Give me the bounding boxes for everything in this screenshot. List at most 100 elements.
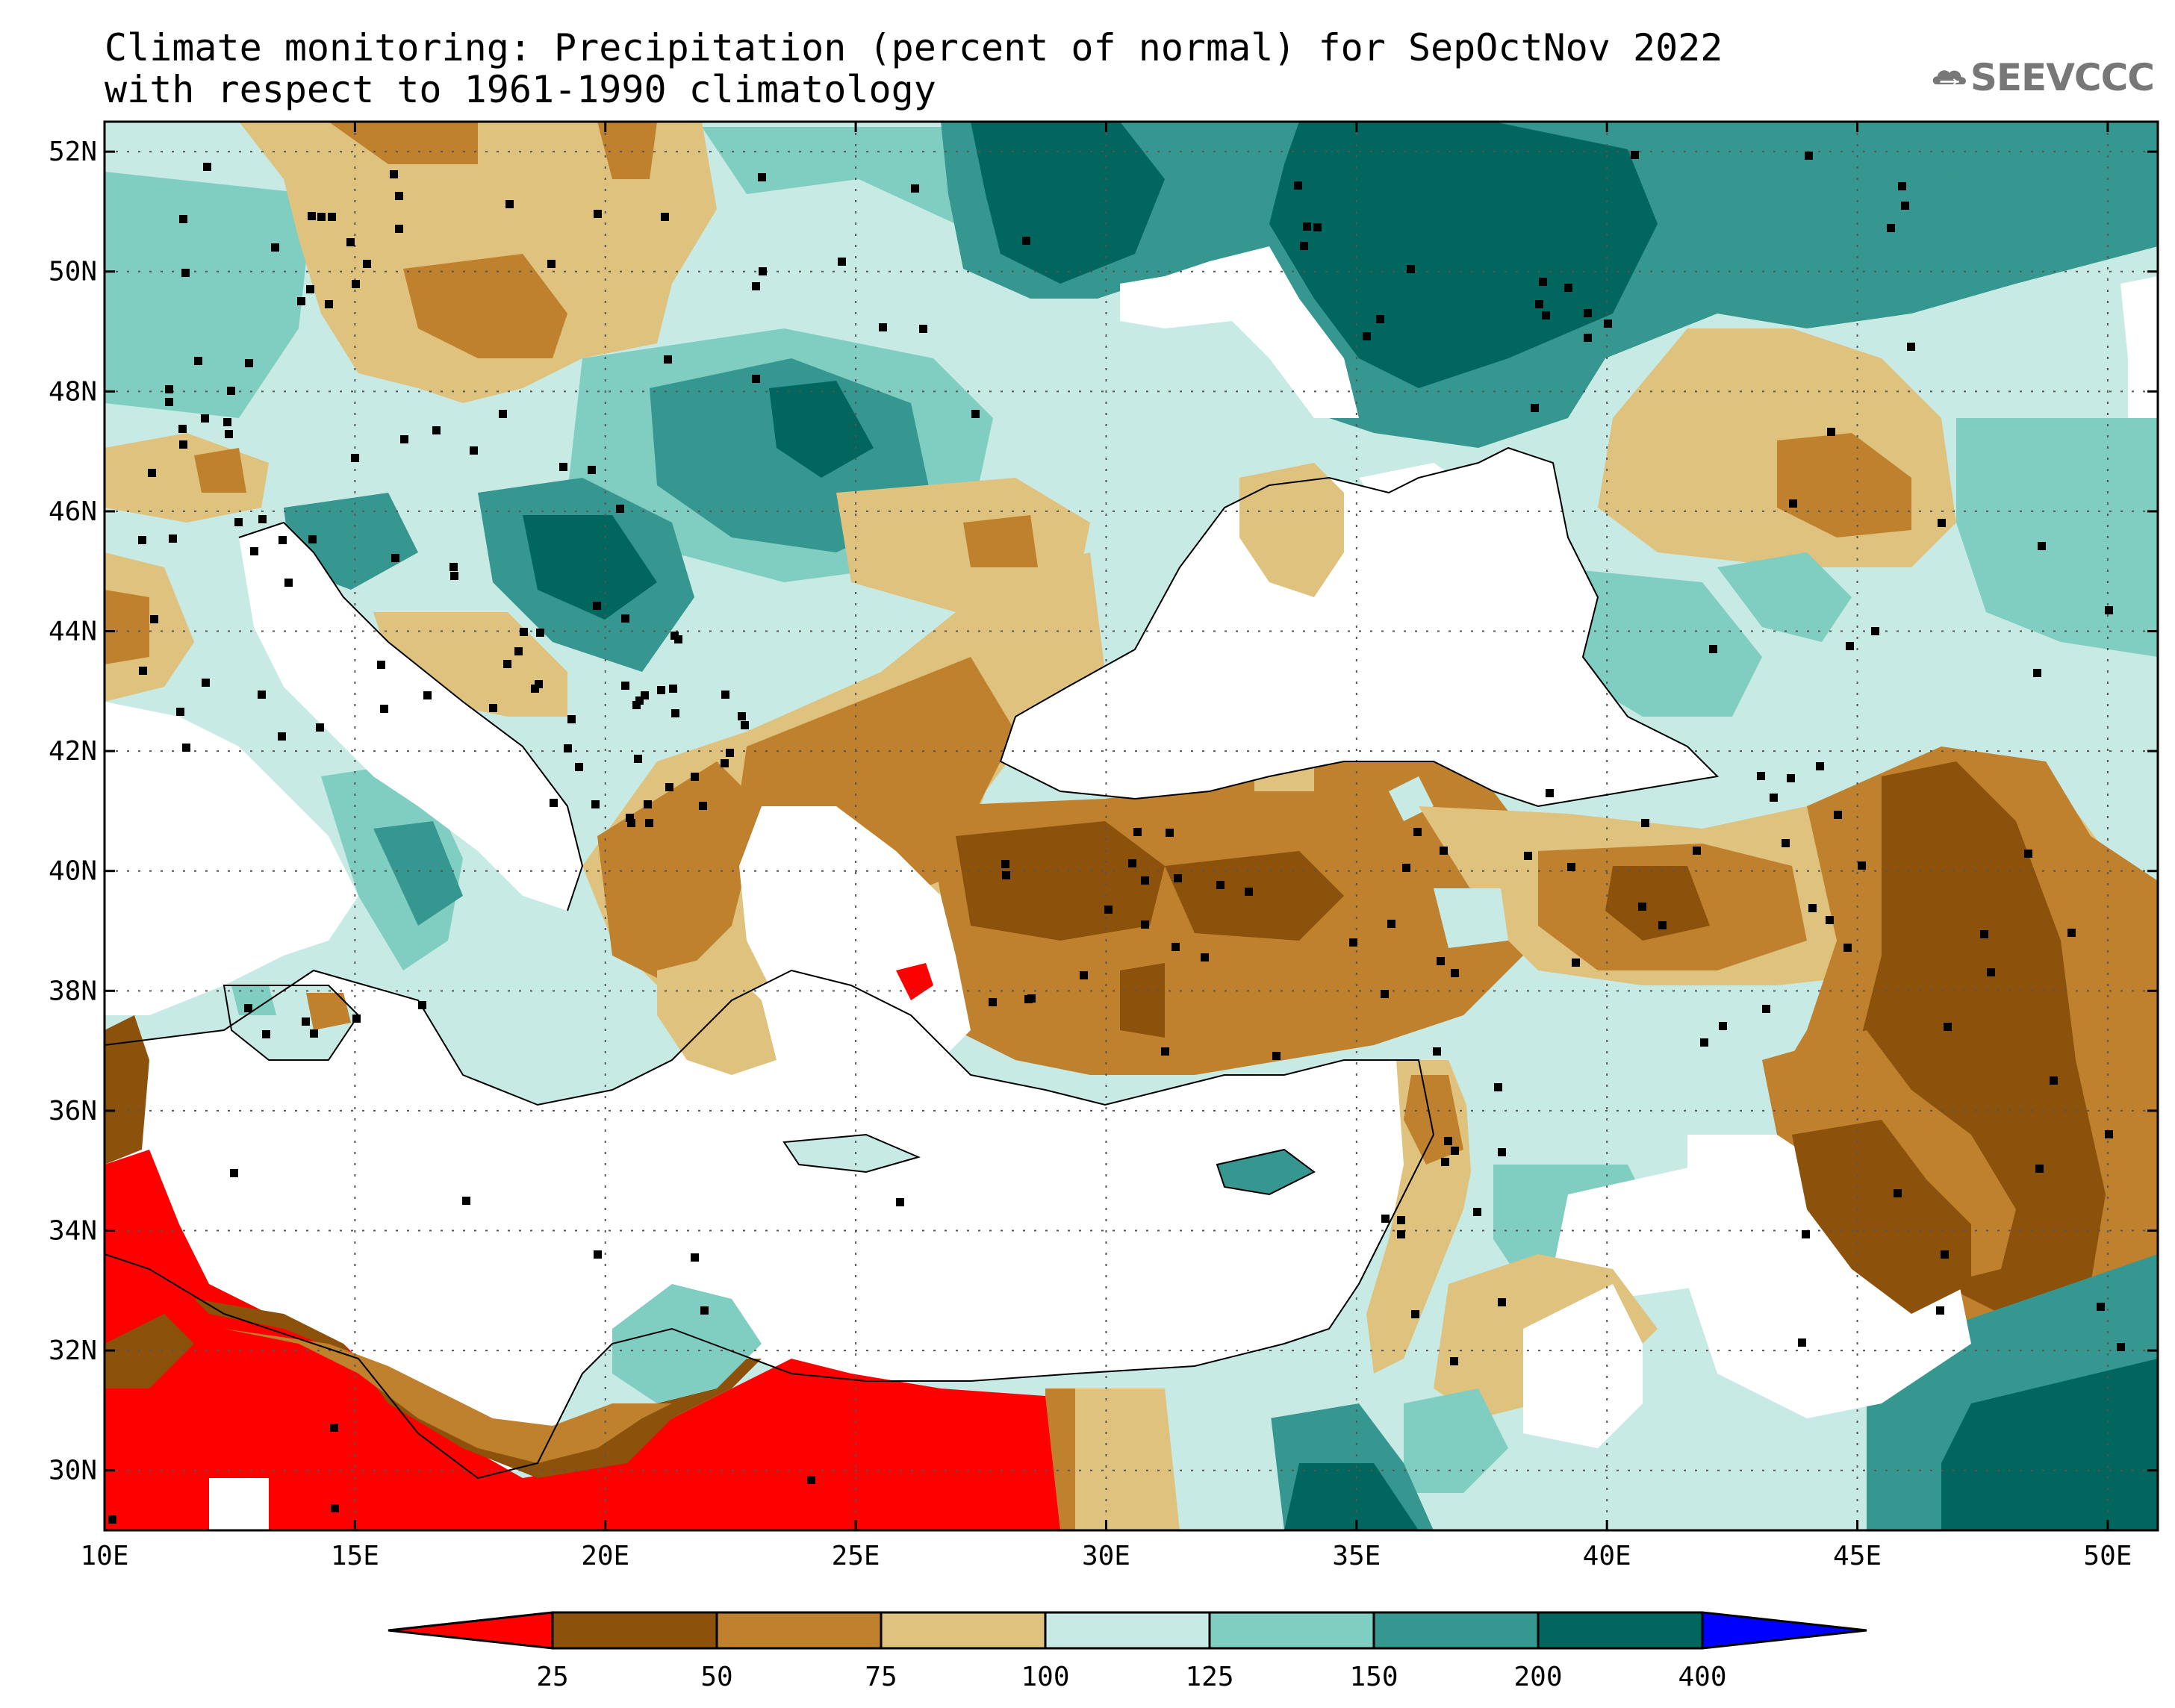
colorbar-label: 125 (1185, 1662, 1233, 1692)
y-tick-label: 52N (49, 137, 97, 167)
station-marker (302, 1017, 310, 1026)
colorbar-segment (551, 1611, 718, 1650)
station-marker (1387, 920, 1395, 928)
station-marker (2033, 669, 2041, 677)
map-frame (103, 120, 2159, 1532)
station-marker (223, 418, 231, 426)
station-marker (1450, 1357, 1458, 1365)
station-marker (352, 1014, 361, 1023)
station-marker (391, 554, 399, 562)
station-marker (594, 210, 602, 218)
station-marker (626, 814, 634, 822)
station-marker (148, 469, 156, 477)
station-marker (449, 563, 458, 571)
station-marker (1638, 903, 1646, 911)
station-marker (150, 615, 158, 623)
station-marker (1936, 1306, 1944, 1315)
station-marker (1216, 881, 1225, 889)
station-marker (635, 696, 644, 705)
station-marker (169, 534, 177, 543)
station-marker (1294, 181, 1302, 190)
station-marker (1433, 1047, 1441, 1056)
colorbar-label: 50 (700, 1662, 732, 1692)
station-marker (691, 773, 699, 781)
station-marker (489, 704, 497, 712)
station-marker (1827, 428, 1835, 436)
station-marker (1938, 519, 1946, 527)
y-tick-label: 46N (49, 496, 97, 527)
map-field (105, 122, 2158, 1530)
station-marker (1572, 959, 1580, 967)
station-marker (657, 686, 665, 694)
station-marker (1584, 309, 1592, 317)
station-marker (807, 1476, 815, 1484)
y-tick-label: 36N (49, 1096, 97, 1126)
y-tick-label: 42N (49, 736, 97, 767)
station-marker (531, 685, 539, 693)
station-marker (616, 505, 624, 513)
station-marker (165, 398, 173, 406)
station-marker (1907, 343, 1915, 351)
station-marker (284, 579, 293, 587)
station-marker (632, 701, 641, 709)
station-marker (328, 213, 336, 221)
station-marker (971, 410, 980, 418)
station-marker (395, 192, 403, 200)
station-marker (108, 1515, 116, 1524)
y-tick-label: 50N (49, 257, 97, 287)
station-marker (400, 435, 408, 443)
station-marker (1826, 916, 1834, 924)
station-marker (1451, 1147, 1459, 1155)
station-marker (2024, 850, 2032, 858)
station-marker (1407, 265, 1415, 273)
station-marker (721, 759, 729, 767)
station-marker (1494, 1083, 1502, 1091)
station-marker (2067, 929, 2076, 937)
station-marker (1700, 1038, 1708, 1047)
station-marker (1641, 819, 1649, 827)
colorbar-segment (1372, 1611, 1540, 1650)
station-marker (699, 802, 707, 810)
x-tick-label: 25E (832, 1541, 880, 1571)
station-marker (1300, 242, 1308, 250)
station-marker (1843, 944, 1852, 952)
station-marker (645, 819, 653, 827)
station-marker (1444, 1137, 1452, 1145)
station-marker (1174, 874, 1182, 882)
station-marker (271, 243, 279, 252)
station-marker (559, 463, 567, 471)
station-marker (1757, 772, 1765, 780)
station-marker (325, 300, 333, 308)
colorbar-label: 200 (1513, 1662, 1562, 1692)
station-marker (1894, 1189, 1902, 1197)
station-marker (279, 536, 287, 544)
station-marker (423, 691, 432, 699)
station-marker (1901, 202, 1909, 210)
colorbar: 25 50 75 100 125 150 200 400 (388, 1611, 1867, 1692)
station-marker (182, 744, 190, 752)
station-marker (550, 799, 558, 807)
station-marker (244, 1004, 252, 1012)
station-marker (621, 682, 629, 690)
y-tick-label: 38N (49, 976, 97, 1006)
station-marker (278, 732, 286, 741)
station-marker (644, 800, 652, 808)
colorbar-low-triangle (388, 1611, 554, 1650)
station-marker (1080, 971, 1088, 979)
station-marker (520, 628, 528, 636)
station-marker (627, 819, 635, 827)
station-marker (691, 1253, 699, 1262)
station-marker (1498, 1148, 1506, 1156)
station-marker (138, 536, 146, 544)
station-marker (1027, 994, 1036, 1003)
station-marker (297, 297, 305, 305)
station-marker (1980, 930, 1988, 938)
station-marker (1413, 828, 1422, 836)
station-marker (503, 660, 511, 668)
cloud-icon (1932, 70, 1966, 85)
y-tick-label: 34N (49, 1216, 97, 1247)
station-marker (234, 518, 243, 526)
colorbar-high-triangle (1701, 1611, 1867, 1650)
station-marker (1411, 1310, 1419, 1318)
